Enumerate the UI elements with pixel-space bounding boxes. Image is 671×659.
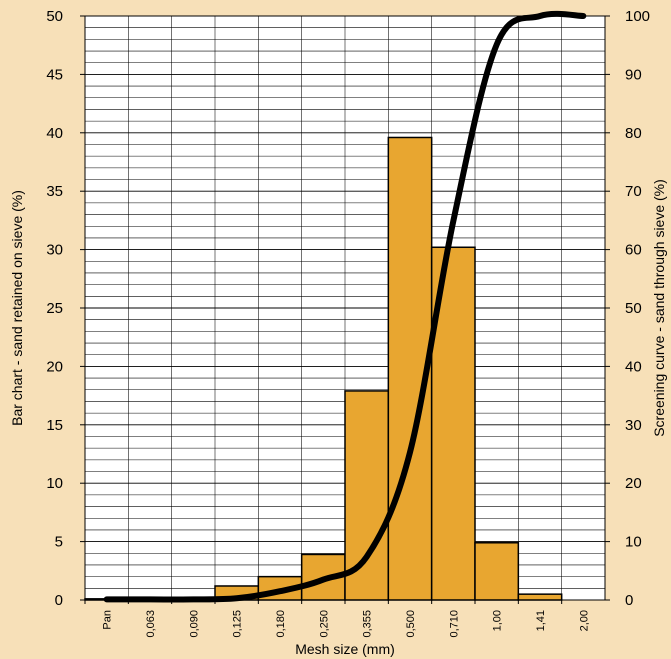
right-tick-label: 100 xyxy=(625,8,650,25)
screening-curve xyxy=(103,10,587,603)
right-tick-label: 70 xyxy=(625,183,642,200)
x-tick-label: 0,355 xyxy=(362,610,374,638)
left-tick-label: 25 xyxy=(46,300,63,317)
left-tick-label: 45 xyxy=(46,66,63,83)
x-tick-label: 0,090 xyxy=(188,610,200,638)
left-tick-label: 0 xyxy=(55,592,63,609)
right-tick-label: 30 xyxy=(625,417,642,434)
left-axis-title: Bar chart - sand retained on sieve (%) xyxy=(9,190,25,426)
bar xyxy=(517,593,563,601)
x-axis-title: Mesh size (mm) xyxy=(295,641,395,657)
right-tick-label: 90 xyxy=(625,66,642,83)
right-axis-ticks: 0 10 20 30 40 50 60 70 80 90 100 xyxy=(605,8,650,609)
left-tick-label: 50 xyxy=(46,8,63,25)
right-axis-title: Screening curve - sand through sieve (%) xyxy=(651,179,667,437)
right-tick-label: 40 xyxy=(625,358,642,375)
x-tick-label: Pan xyxy=(102,610,114,630)
left-tick-label: 10 xyxy=(46,475,63,492)
left-tick-label: 40 xyxy=(46,125,63,142)
left-tick-label: 20 xyxy=(46,358,63,375)
right-tick-label: 0 xyxy=(625,592,633,609)
right-tick-label: 20 xyxy=(625,475,642,492)
x-tick-label: 0,180 xyxy=(275,610,287,638)
right-tick-label: 80 xyxy=(625,125,642,142)
x-axis-ticks: Pan 0,063 0,090 0,125 0,180 0,250 0,355 0,500 0,… xyxy=(84,600,590,638)
left-tick-label: 5 xyxy=(55,534,63,551)
bar xyxy=(344,390,390,601)
right-tick-label: 50 xyxy=(625,300,642,317)
left-tick-label: 15 xyxy=(46,417,63,434)
x-tick-label: 0,710 xyxy=(448,610,460,638)
right-tick-label: 10 xyxy=(625,534,642,551)
right-tick-label: 60 xyxy=(625,242,642,259)
x-tick-label: 1,00 xyxy=(492,610,504,631)
left-tick-label: 35 xyxy=(46,183,63,200)
x-tick-label: 2,00 xyxy=(578,610,590,631)
x-tick-label: 0,063 xyxy=(145,610,157,638)
x-tick-label: 0,250 xyxy=(318,610,330,638)
bar xyxy=(474,542,520,601)
left-tick-label: 30 xyxy=(46,242,63,259)
left-axis-ticks: 0 5 10 15 20 25 30 35 40 45 50 xyxy=(46,8,85,609)
x-tick-label: 0,125 xyxy=(232,610,244,638)
x-tick-label: 1,41 xyxy=(535,610,547,631)
x-tick-label: 0,500 xyxy=(405,610,417,638)
